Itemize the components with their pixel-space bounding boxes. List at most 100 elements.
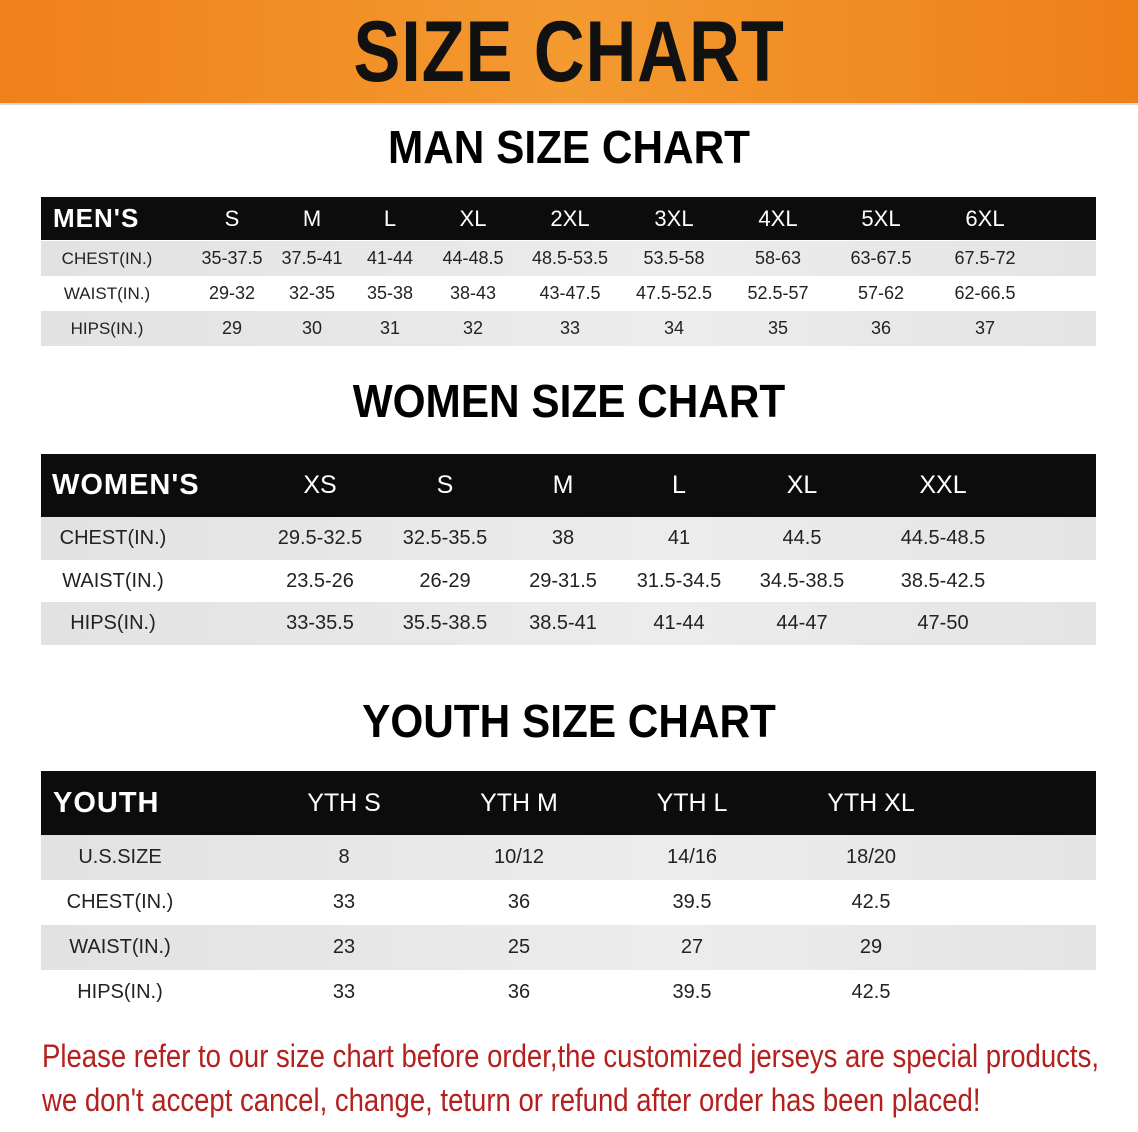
measurement-value: 43-47.5 [539,283,601,303]
measurement-label: U.S.SIZE [78,846,162,868]
measurement-value: 44.5 [782,527,822,549]
table-row: HIPS(IN.) 33-35.5 35.5-38.5 38.5-41 41-44 44-… [41,602,1096,645]
table-row: WAIST(IN.) 23 25 27 29 [41,925,1096,970]
table-row: WAIST(IN.) 23.5-26 26-29 29-31.5 31.5-34.5 34… [41,560,1096,602]
measurement-value: 41-44 [366,248,414,268]
measurement-value: 33 [332,981,356,1003]
measurement-label: WAIST(IN.) [62,569,164,592]
size-column-header: M [302,205,322,231]
size-column-header: YTH S [307,788,381,817]
size-column-header: S [224,205,240,231]
measurement-value: 33-35.5 [286,612,354,634]
measurement-value: 57-62 [857,283,905,303]
measurement-label: CHEST(IN.) [61,248,153,268]
measurement-value: 53.5-58 [643,248,705,268]
measurement-value: 35-38 [366,283,414,303]
measurement-value: 32.5-35.5 [402,527,488,549]
measurement-value: 37.5-41 [281,248,343,268]
measurement-value: 67.5-72 [954,248,1016,268]
measurement-value: 29 [221,318,243,338]
size-column-header: XL [459,205,487,231]
measurement-value: 38.5-41 [529,612,597,634]
size-column-header: YTH L [656,788,728,817]
measurement-value: 44-48.5 [442,248,504,268]
measurement-value: 44.5-48.5 [900,527,986,549]
table-header-label: YOUTH [53,786,160,819]
measurement-value: 23.5-26 [286,569,354,592]
size-column-header: 3XL [654,205,694,231]
measurement-value: 47-50 [917,612,969,634]
measurement-value: 33 [559,318,581,338]
measurement-value: 38.5-42.5 [900,569,986,592]
measurement-value: 42.5 [851,981,891,1003]
men-section-title: MAN SIZE CHART [387,121,751,173]
policy-note-line-1: Please refer to our size chart before or… [42,1038,1099,1074]
banner-title: SIZE CHART [353,4,785,100]
measurement-value: 34 [663,318,685,338]
measurement-label: WAIST(IN.) [69,936,171,958]
measurement-value: 48.5-53.5 [531,248,609,268]
table-row: HIPS(IN.) 29 30 31 32 33 34 35 36 37 [41,311,1096,346]
measurement-value: 10/12 [493,846,545,868]
table-header-label: MEN'S [53,203,140,233]
measurement-value: 30 [301,318,323,338]
table-row: WAIST(IN.) 29-32 32-35 35-38 38-43 43-47.5 47.… [41,276,1096,311]
measurement-value: 29.5-32.5 [277,527,363,549]
size-column-header: L [672,471,686,499]
measurement-value: 58-63 [754,248,802,268]
measurement-value: 29-31.5 [529,569,597,592]
measurement-value: 31.5-34.5 [636,569,722,592]
measurement-value: 44-47 [776,612,828,634]
measurement-label: CHEST(IN.) [59,527,167,549]
measurement-value: 41-44 [653,612,705,634]
women-section-title: WOMEN SIZE CHART [352,375,786,427]
measurement-value: 8 [338,846,350,868]
measurement-value: 63-67.5 [850,248,912,268]
size-column-header: YTH XL [827,788,915,817]
header-row: MEN'S S M L XL 2XL 3XL 4XL 5XL 6XL [41,197,1096,240]
measurement-value: 23 [332,936,356,958]
measurement-label: HIPS(IN.) [70,318,144,338]
measurement-value: 35 [767,318,789,338]
measurement-value: 62-66.5 [954,283,1016,303]
table-row: CHEST(IN.) 29.5-32.5 32.5-35.5 38 41 44.5 44.5… [41,517,1096,560]
size-column-header: L [383,205,397,231]
measurement-value: 38-43 [449,283,497,303]
measurement-label: CHEST(IN.) [66,891,174,913]
measurement-value: 35.5-38.5 [402,612,488,634]
measurement-value: 25 [507,936,531,958]
men-size-table: MEN'S S M L XL 2XL 3XL 4XL 5XL 6XL CHEST(IN.) 35-37… [41,197,1096,346]
size-column-header: YTH M [480,788,558,817]
measurement-value: 18/20 [845,846,897,868]
measurement-value: 34.5-38.5 [759,569,845,592]
measurement-value: 36 [507,891,531,913]
size-column-header: XXL [919,471,967,499]
measurement-value: 38 [551,527,575,549]
size-column-header: 2XL [550,205,590,231]
header-row: YOUTH YTH S YTH M YTH L YTH XL [41,771,1096,835]
measurement-value: 32-35 [288,283,336,303]
measurement-value: 29-32 [208,283,256,303]
table-row: CHEST(IN.) 35-37.5 37.5-41 41-44 44-48.5 48.5… [41,241,1096,276]
size-column-header: M [552,471,574,499]
measurement-value: 33 [332,891,356,913]
measurement-value: 14/16 [666,846,718,868]
measurement-value: 41 [667,527,691,549]
measurement-value: 39.5 [672,891,712,913]
header-row: WOMEN'S XS S M L XL XXL [41,454,1096,517]
banner: SIZE CHART [0,0,1138,105]
table-row: U.S.SIZE 8 10/12 14/16 18/20 [41,835,1096,880]
measurement-value: 42.5 [851,891,891,913]
measurement-value: 29 [859,936,883,958]
measurement-value: 52.5-57 [747,283,809,303]
women-size-table: WOMEN'S XS S M L XL XXL CHEST(IN.) 29.5-32.5 32.5… [41,454,1096,645]
size-column-header: 5XL [861,205,901,231]
table-row: HIPS(IN.) 33 36 39.5 42.5 [41,970,1096,1015]
measurement-value: 31 [379,318,401,338]
table-row: CHEST(IN.) 33 36 39.5 42.5 [41,880,1096,925]
size-column-header: XS [303,471,337,499]
measurement-value: 36 [870,318,892,338]
measurement-value: 47.5-52.5 [635,283,713,303]
measurement-value: 36 [507,981,531,1003]
measurement-label: HIPS(IN.) [70,612,156,634]
